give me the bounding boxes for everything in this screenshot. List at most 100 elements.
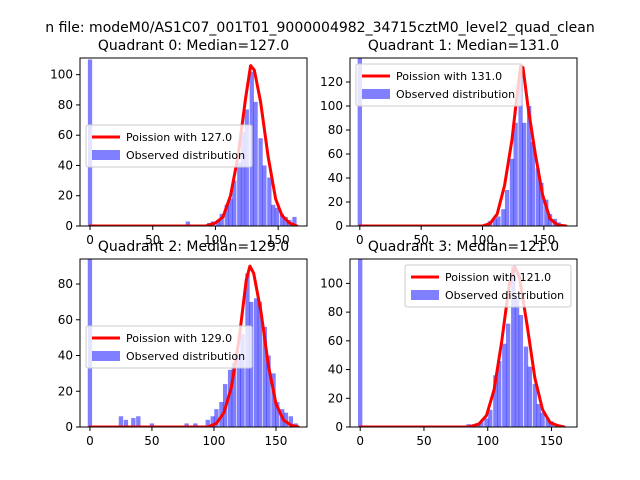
subplot-title: Quadrant 3: Median=121.0: [368, 239, 559, 255]
hist-bar-22: [292, 216, 297, 226]
hist-bar-9: [518, 74, 523, 226]
y-tick-label-3: 60: [328, 147, 343, 161]
hist-bar-3: [492, 218, 497, 226]
hist-bar-13: [227, 369, 233, 427]
hist-bar-8: [205, 419, 210, 427]
hist-bar-5: [488, 409, 493, 427]
hist-bar-11: [526, 106, 532, 226]
hist-bar-0: [358, 259, 363, 427]
hist-bar-4: [496, 216, 501, 226]
hist-bar-3: [479, 421, 484, 427]
hist-bar-9: [210, 416, 215, 427]
axes-frame: [349, 57, 578, 227]
subplot-quadrant-2: 0 50 100 150 0 20 40 60 80 Quadrant 2: Median=129…: [58, 239, 308, 448]
legend-label-poisson: Poission with 127.0: [126, 131, 232, 144]
hist-bar-1: [118, 416, 124, 427]
x-tick-label-3: 150: [540, 434, 563, 448]
hist-bar-5: [501, 209, 506, 226]
legend-box: [85, 124, 253, 168]
legend-hist-swatch: [92, 351, 120, 361]
y-tick-label-4: 80: [328, 305, 343, 319]
hist-bar-7: [497, 360, 502, 427]
hist-bar-18: [274, 207, 280, 226]
hist-bar-20: [257, 301, 263, 427]
legend: Poission with 131.0 Observed distribution: [355, 63, 523, 107]
hist-bar-4: [484, 418, 489, 427]
y-tick-label-6: 120: [320, 75, 343, 89]
hist-bar-4: [215, 219, 221, 226]
y-tick-label-0: 0: [335, 219, 343, 233]
figure-suptitle: n file: modeM0/AS1C07_001T01_9000004982_…: [45, 20, 594, 36]
hist-bar-17: [271, 204, 276, 226]
plot-area: [357, 58, 568, 226]
y-tick-label-2: 40: [58, 158, 73, 172]
x-tick-label-2: 100: [203, 434, 226, 448]
x-tick-label-0: 0: [356, 233, 364, 247]
subplot-quadrant-1: 0 50 100 150 0 20 40 60 80 100 120 Quadrant 1: Medi…: [320, 38, 578, 247]
legend-label-observed: Observed distribution: [126, 350, 245, 363]
x-tick-label-1: 50: [414, 233, 429, 247]
hist-bar-3: [131, 418, 136, 427]
subplot-quadrant-3: 0 50 100 150 0 20 40 60 80 100 Quadrant 3: Median=…: [320, 239, 578, 448]
x-tick-label-3: 150: [265, 434, 288, 448]
hist-bar-20: [283, 216, 288, 226]
y-tick-label-1: 20: [328, 195, 343, 209]
hist-bar-15: [532, 383, 538, 427]
legend-label-poisson: Poission with 121.0: [445, 271, 551, 284]
hist-bar-13: [253, 101, 258, 226]
legend-hist-swatch: [411, 290, 439, 300]
hist-bar-6: [504, 190, 510, 226]
legend-label-observed: Observed distribution: [126, 149, 245, 162]
hist-bar-19: [253, 298, 259, 427]
hist-bar-23: [271, 373, 276, 427]
axes-frame: [79, 57, 308, 227]
hist-bar-8: [232, 180, 237, 226]
hist-bar-8: [502, 343, 507, 427]
subplot-quadrant-0: 0 50 100 150 0 20 40 60 80 100 Quadrant 0: Median=…: [50, 38, 308, 247]
poisson-line: [88, 64, 299, 226]
x-tick-label-0: 0: [356, 434, 364, 448]
y-tick-label-0: 0: [65, 420, 73, 434]
legend-box: [355, 63, 523, 107]
hist-bar-10: [511, 266, 516, 427]
hist-bar-12: [530, 142, 535, 226]
legend-hist-swatch: [92, 150, 120, 160]
hist-bar-9: [237, 162, 242, 226]
legend-label-poisson: Poission with 131.0: [396, 70, 502, 83]
hist-bar-7: [509, 158, 515, 226]
hist-bar-13: [523, 346, 529, 427]
plot-area: [358, 259, 566, 427]
hist-bar-0: [357, 58, 362, 226]
y-tick-label-3: 60: [58, 313, 73, 327]
y-tick-label-1: 20: [58, 189, 73, 203]
y-tick-label-3: 60: [58, 128, 73, 142]
y-tick-label-2: 40: [58, 349, 73, 363]
subplots: 0 50 100 150 0 20 40 60 80 100 Quadrant 0: Median=…: [50, 38, 578, 448]
hist-bar-21: [262, 326, 267, 427]
legend-label-observed: Observed distribution: [396, 88, 515, 101]
legend: Poission with 121.0 Observed distribution: [404, 264, 572, 308]
hist-bar-16: [536, 404, 541, 427]
x-tick-label-1: 50: [145, 233, 160, 247]
subplot-title: Quadrant 0: Median=127.0: [98, 38, 289, 54]
hist-bar-19: [279, 213, 285, 226]
hist-bar-10: [522, 122, 527, 226]
hist-bar-9: [505, 323, 511, 427]
hist-bar-12: [518, 315, 524, 427]
poisson-line: [88, 264, 300, 427]
subplot-title: Quadrant 2: Median=129.0: [98, 239, 289, 255]
hist-bar-11: [514, 297, 520, 427]
y-tick-label-1: 20: [328, 391, 343, 405]
x-tick-label-3: 150: [532, 233, 555, 247]
x-tick-label-3: 150: [267, 233, 290, 247]
y-tick-label-0: 0: [335, 420, 343, 434]
hist-bar-15: [262, 165, 267, 226]
hist-bar-14: [527, 366, 532, 427]
hist-bar-27: [288, 416, 294, 427]
legend-label-poisson: Poission with 129.0: [126, 332, 232, 345]
hist-bar-7: [228, 198, 233, 226]
hist-bar-22: [266, 355, 271, 427]
hist-bar-5: [219, 213, 224, 226]
hist-bar-16: [267, 177, 272, 226]
hist-bar-8: [513, 122, 518, 226]
